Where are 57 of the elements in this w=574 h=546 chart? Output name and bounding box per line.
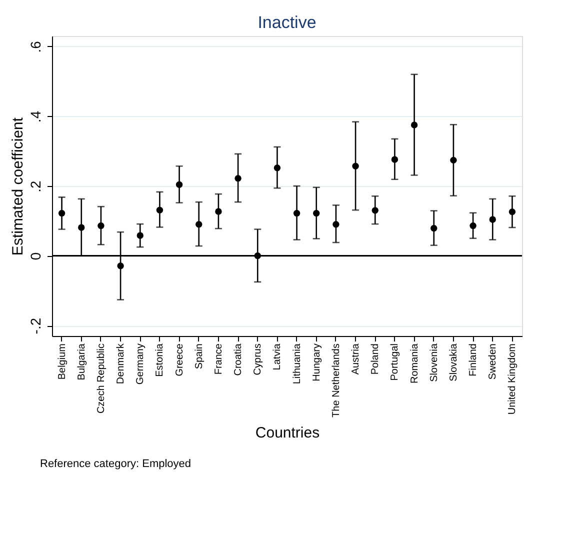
x-tick-label: Denmark: [116, 342, 127, 384]
x-tick-label: Hungary: [311, 344, 322, 382]
point: [332, 221, 340, 228]
point: [234, 174, 242, 182]
x-tick-label: Czech Republic: [96, 344, 107, 414]
point: [470, 222, 476, 230]
x-tick-label: Sweden: [488, 344, 499, 380]
chart-title: Inactive: [258, 13, 316, 32]
point: [274, 164, 281, 172]
point: [58, 210, 66, 217]
point: [254, 252, 261, 260]
point: [215, 208, 222, 215]
point: [313, 210, 320, 217]
x-tick-label: United Kingdom: [507, 344, 518, 415]
x-tick-label: Slovenia: [428, 343, 440, 382]
point: [430, 224, 438, 232]
point: [391, 156, 398, 163]
x-tick-label: Finland: [468, 344, 480, 376]
x-tick-label: Belgium: [56, 344, 68, 380]
point: [117, 262, 124, 270]
point: [136, 232, 144, 239]
y-tick-label: 0: [28, 252, 44, 260]
y-tick-label: -.2: [28, 318, 44, 334]
y-tick-label: .6: [28, 40, 44, 53]
point: [372, 207, 378, 214]
x-tick-label: France: [213, 343, 224, 375]
x-tick-label: Estonia: [154, 343, 166, 377]
point: [450, 156, 457, 164]
x-tick-label: Latvia: [272, 343, 284, 370]
x-tick-label: Croatia: [233, 343, 244, 376]
point: [196, 221, 202, 228]
point: [176, 181, 183, 188]
point: [98, 222, 104, 230]
y-tick-label: .4: [28, 110, 44, 123]
point: [293, 210, 300, 217]
x-tick-label: Lithuania: [292, 343, 303, 384]
x-tick-label: Slovakia: [448, 343, 460, 382]
x-tick-label: Portugal: [390, 344, 401, 381]
x-tick-label: Bulgaria: [76, 343, 88, 380]
x-tick-label: Spain: [194, 344, 205, 370]
point: [489, 216, 496, 223]
text: Reference category: Employed: [40, 458, 192, 470]
x-tick-label: Romania: [409, 343, 420, 384]
point: [508, 208, 516, 216]
point: [352, 162, 359, 170]
x-axis-title: Countries: [255, 424, 320, 442]
x-tick-label: Germany: [135, 344, 146, 385]
point: [410, 122, 418, 128]
point: [156, 206, 164, 214]
y-tick-label: .2: [28, 180, 44, 192]
point: [78, 224, 85, 231]
x-tick-label: Poland: [370, 344, 382, 375]
y-axis-title: Estimated coefficient: [10, 116, 26, 256]
x-tick-label: Austria: [350, 343, 362, 375]
x-tick-label: Greece: [174, 343, 186, 376]
x-tick-label: The Netherlands: [330, 344, 342, 418]
x-tick-label: Cyprus: [252, 344, 264, 376]
